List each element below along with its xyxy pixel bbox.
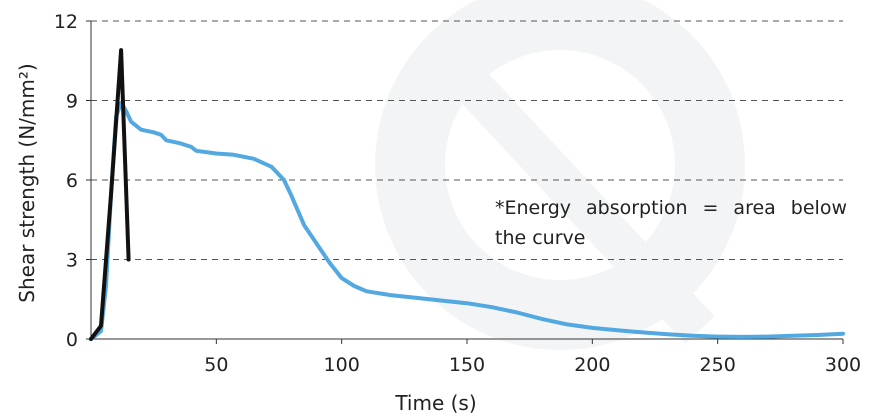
x-tick-labels: 50 100 150 200 250 300 — [204, 354, 861, 376]
axes — [86, 20, 844, 344]
y-tick-label: 9 — [66, 91, 78, 113]
x-tick-label: 250 — [700, 354, 736, 376]
x-tick-label: 50 — [204, 354, 228, 376]
x-tick-label: 300 — [825, 354, 861, 376]
y-tick-labels: 0 3 6 9 12 — [54, 11, 78, 351]
series-lines — [89, 48, 845, 341]
watermark-swoosh — [415, 26, 715, 344]
series-line-blue — [89, 101, 845, 341]
series-line-black — [89, 48, 131, 341]
y-axis-label: Shear strength (N/mm²) — [15, 63, 39, 302]
x-tick-label: 150 — [449, 354, 485, 376]
watermark-logo — [375, 0, 745, 350]
x-axis-label: Time (s) — [394, 391, 476, 415]
watermark-ring — [375, 0, 745, 350]
y-tick-label: 12 — [54, 11, 78, 33]
x-tick-label: 200 — [574, 354, 610, 376]
energy-absorption-note: *Energy absorption = area below the curv… — [495, 197, 847, 249]
y-tick-label: 3 — [66, 250, 78, 272]
x-tick-label: 100 — [324, 354, 360, 376]
y-tick-label: 6 — [66, 170, 78, 192]
grid-lines — [91, 20, 843, 260]
y-tick-label: 0 — [66, 329, 78, 351]
